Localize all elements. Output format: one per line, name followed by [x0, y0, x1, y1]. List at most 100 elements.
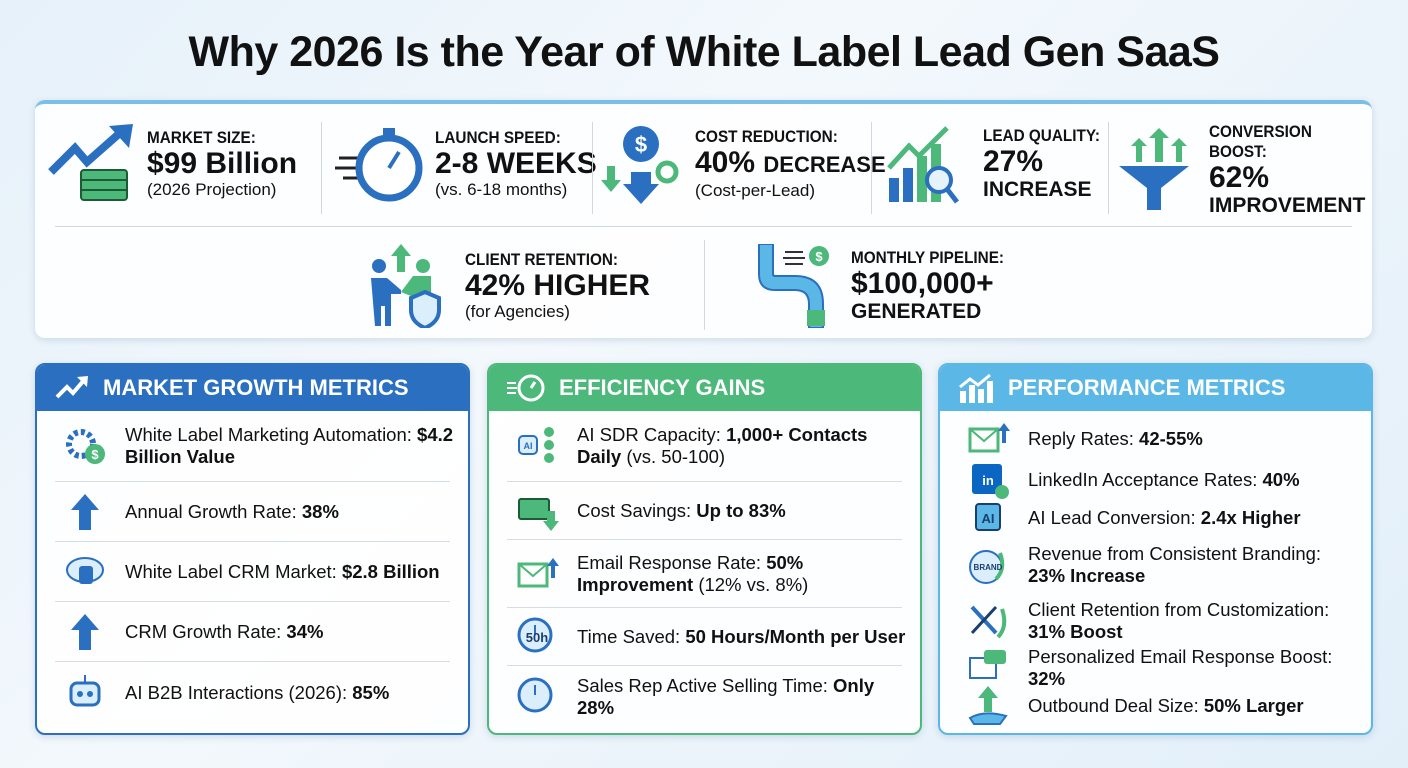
list-item: $ White Label Marketing Automation: $4.2 …: [37, 411, 468, 481]
stat-label: COST REDUCTION:: [695, 127, 838, 146]
trend-arrow-money-icon: [48, 124, 133, 201]
stat-label: MARKET SIZE:: [147, 128, 256, 147]
brand-growth-icon: BRAND: [962, 543, 1014, 587]
item-label: Cost Savings:: [577, 499, 692, 521]
item-text: Reply Rates: 42-55%: [1028, 428, 1203, 450]
item-value: 31% Boost: [1028, 621, 1123, 642]
item-value: 2.4x Higher: [1200, 507, 1301, 528]
item-text: LinkedIn Acceptance Rates: 40%: [1028, 469, 1300, 491]
list-item: 50h Time Saved: 50 Hours/Month per User: [489, 608, 920, 665]
chart-magnifier-icon: [887, 126, 959, 204]
gear-dollar-icon: $: [59, 424, 111, 468]
stat-value: $99 Billion: [147, 147, 298, 180]
item-label: AI SDR Capacity:: [577, 424, 721, 445]
item-label: AI B2B Interactions (2026):: [125, 682, 348, 703]
divider: [55, 661, 450, 662]
divider: [55, 601, 450, 602]
panel-title: MARKET GROWTH METRICS: [103, 375, 409, 400]
svg-text:AI: AI: [524, 441, 533, 451]
divider: [507, 539, 902, 540]
stat-value: $100,000+: [851, 267, 994, 300]
list-item: Outbound Deal Size: 50% Larger: [940, 684, 1371, 728]
panel-title: EFFICIENCY GAINS: [559, 375, 766, 400]
stat-sub: (2026 Projection): [147, 180, 277, 199]
stat-label: LEAD QUALITY:: [983, 126, 1101, 145]
speed-clock-icon: [507, 374, 545, 402]
cloud-database-icon: [59, 550, 111, 594]
svg-text:AI: AI: [982, 511, 995, 526]
stat-value: 62%: [1209, 161, 1270, 194]
email-chat-icon: [962, 417, 1014, 461]
item-value: 50 Hours/Month per User: [685, 625, 906, 647]
divider: [1108, 122, 1109, 214]
divider: [55, 541, 450, 542]
pipeline-icon: $: [758, 244, 829, 328]
divider: [507, 481, 902, 482]
item-value: 50% Improvement: [577, 551, 804, 595]
item-text: AI SDR Capacity: 1,000+ Contacts Daily (…: [577, 424, 906, 468]
market-list: $ White Label Marketing Automation: $4.2 …: [37, 411, 468, 724]
item-label: Client Retention from Customization:: [1028, 599, 1330, 620]
stat-label: CONVERSION BOOST:: [1209, 122, 1312, 161]
stat-sub: (Cost-per-Lead): [695, 181, 815, 200]
item-text: Email Response Rate: 50% Improvement (12…: [577, 552, 906, 596]
stat-monthly-pipeline: $ MONTHLY PIPELINE: $100,000+ GENERATED: [751, 244, 1021, 328]
stat-label: LAUNCH SPEED:: [435, 128, 561, 147]
stat-value: 2-8 WEEKS: [435, 147, 597, 180]
stat-value: 27%: [983, 145, 1044, 178]
page-title: Why 2026 Is the Year of White Label Lead…: [188, 28, 1220, 76]
svg-text:$: $: [91, 447, 99, 462]
list-item: Annual Growth Rate: 38%: [37, 482, 468, 541]
item-value: 40%: [1262, 469, 1300, 490]
stopwatch-icon: [335, 128, 423, 202]
divider: [507, 607, 902, 608]
sales-rep-clock-icon: [511, 675, 563, 719]
divider: [704, 240, 705, 330]
stat-conversion-boost: CONVERSION BOOST: 62% IMPROVEMENT: [1109, 122, 1372, 218]
trend-up-icon: [55, 376, 88, 399]
ai-chip-icon: AI: [962, 496, 1014, 540]
ai-network-icon: AI: [511, 424, 563, 468]
item-label: Time Saved:: [577, 625, 681, 647]
item-value: 85%: [352, 682, 390, 703]
item-label: Email Response Rate:: [577, 551, 762, 573]
item-text: Time Saved: 50 Hours/Month per User: [577, 626, 905, 648]
tools-growth-icon: [962, 599, 1014, 643]
item-label: Personalized Email Response Boost:: [1028, 646, 1333, 667]
funnel-icon: [1119, 128, 1189, 210]
panel-header: PERFORMANCE METRICS: [940, 365, 1371, 411]
stat-client-retention: CLIENT RETENTION: 42% HIGHER (for Agenci…: [365, 244, 650, 328]
key-stats-card: MARKET SIZE: $99 Billion (2026 Projectio…: [35, 100, 1372, 338]
efficiency-list: AI AI SDR Capacity: 1,000+ Contacts Daily…: [489, 411, 920, 728]
list-item: in LinkedIn Acceptance Rates: 40%: [940, 461, 1371, 499]
item-text: White Label CRM Market: $2.8 Billion: [125, 561, 440, 583]
stat-sub: INCREASE: [983, 178, 1092, 201]
item-label: White Label CRM Market:: [125, 560, 337, 582]
item-text: Client Retention from Customization: 31%…: [1028, 599, 1357, 643]
stat-label: MONTHLY PIPELINE:: [851, 248, 1005, 267]
item-value: $2.8 Billion: [341, 560, 440, 582]
stat-launch-speed: LAUNCH SPEED: 2-8 WEEKS (vs. 6-18 months…: [335, 122, 597, 206]
svg-text:$: $: [815, 249, 823, 264]
list-item: Cost Savings: Up to 83%: [489, 482, 920, 539]
list-item: Email Response Rate: 50% Improvement (12…: [489, 540, 920, 607]
list-item: AI B2B Interactions (2026): 85%: [37, 662, 468, 724]
email-up-icon: [511, 552, 563, 596]
item-text: Revenue from Consistent Branding: 23% In…: [1028, 543, 1357, 587]
svg-text:BRAND: BRAND: [974, 563, 1003, 572]
item-label: LinkedIn Acceptance Rates:: [1028, 469, 1258, 490]
item-text: AI B2B Interactions (2026): 85%: [125, 682, 389, 704]
item-label: AI Lead Conversion:: [1028, 507, 1196, 528]
divider: [321, 122, 322, 214]
item-value: 1,000+ Contacts Daily: [577, 424, 868, 467]
hand-arrow-icon: [962, 684, 1014, 728]
item-value: 34%: [286, 620, 324, 642]
performance-metrics-panel: PERFORMANCE METRICS Reply Rates: 42-55% i…: [938, 363, 1373, 735]
stat-value-suffix: DECREASE: [763, 152, 886, 177]
robot-icon: [59, 671, 111, 715]
divider: [55, 481, 450, 482]
list-item: BRAND Revenue from Consistent Branding: 2…: [940, 537, 1371, 593]
stat-sub: IMPROVEMENT: [1209, 194, 1366, 217]
divider: [55, 226, 1352, 227]
stat-label: CLIENT RETENTION:: [465, 250, 618, 269]
